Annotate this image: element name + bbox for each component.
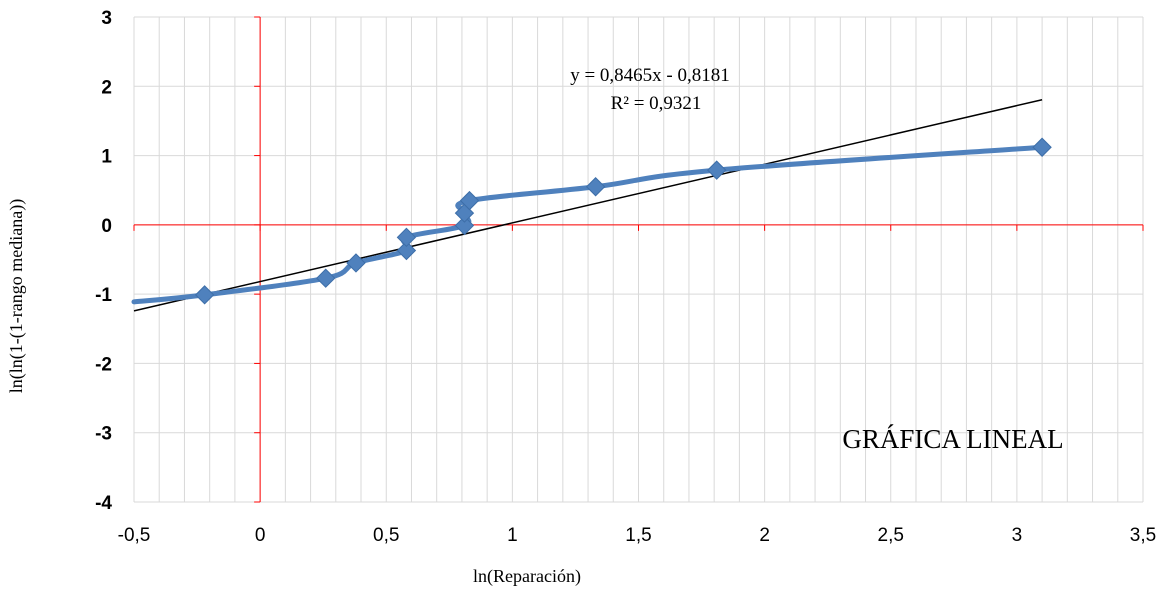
data-point	[585, 177, 606, 197]
x-tick-label: -0,5	[118, 525, 151, 546]
x-tick-label: 2,5	[878, 525, 904, 546]
y-tick-label: -3	[95, 424, 112, 445]
x-tick-label: 2	[759, 525, 770, 546]
data-point	[459, 190, 480, 211]
trendline-r-squared: R² = 0,9321	[611, 93, 702, 114]
x-tick-label: 3	[1012, 525, 1023, 546]
y-axis-title: ln(ln(1-(1-rango mediana))	[6, 199, 27, 393]
y-tick-labels: 3 2 1 0 -1 -2 -3 -4	[95, 8, 112, 514]
y-tick-label: -1	[95, 285, 112, 306]
data-point	[706, 160, 727, 180]
y-tick-label: -2	[95, 354, 112, 375]
x-axis-title: ln(Reparación)	[473, 566, 581, 587]
chart-annotation: GRÁFICA LINEAL	[842, 424, 1063, 454]
y-tick-label: 2	[101, 77, 112, 98]
data-point	[316, 268, 336, 288]
data-point	[1032, 137, 1052, 157]
x-tick-label: 0	[255, 525, 266, 546]
trendline-layer	[133, 98, 1043, 312]
y-tick-label: 3	[101, 8, 112, 29]
trendline-equation: y = 0,8465x - 0,8181	[570, 65, 730, 86]
y-tick-label: -4	[95, 493, 112, 514]
data-point	[396, 240, 417, 261]
y-tick-label: 0	[101, 216, 112, 237]
y-tick-label: 1	[101, 147, 112, 168]
series-layer	[131, 137, 1052, 305]
x-tick-label: 1,5	[625, 525, 651, 546]
x-tick-labels: -0,5 0 0,5 1 1,5 2 2,5 3 3,5	[118, 525, 1157, 546]
trendline	[133, 98, 1043, 312]
x-tick-label: 0,5	[373, 525, 399, 546]
data-point	[396, 227, 417, 248]
x-tick-label: 1	[507, 525, 518, 546]
zero-axes	[133, 16, 1144, 503]
x-tick-label: 3,5	[1130, 525, 1156, 546]
data-point	[454, 215, 475, 236]
data-point	[346, 253, 366, 273]
data-point	[194, 285, 215, 305]
